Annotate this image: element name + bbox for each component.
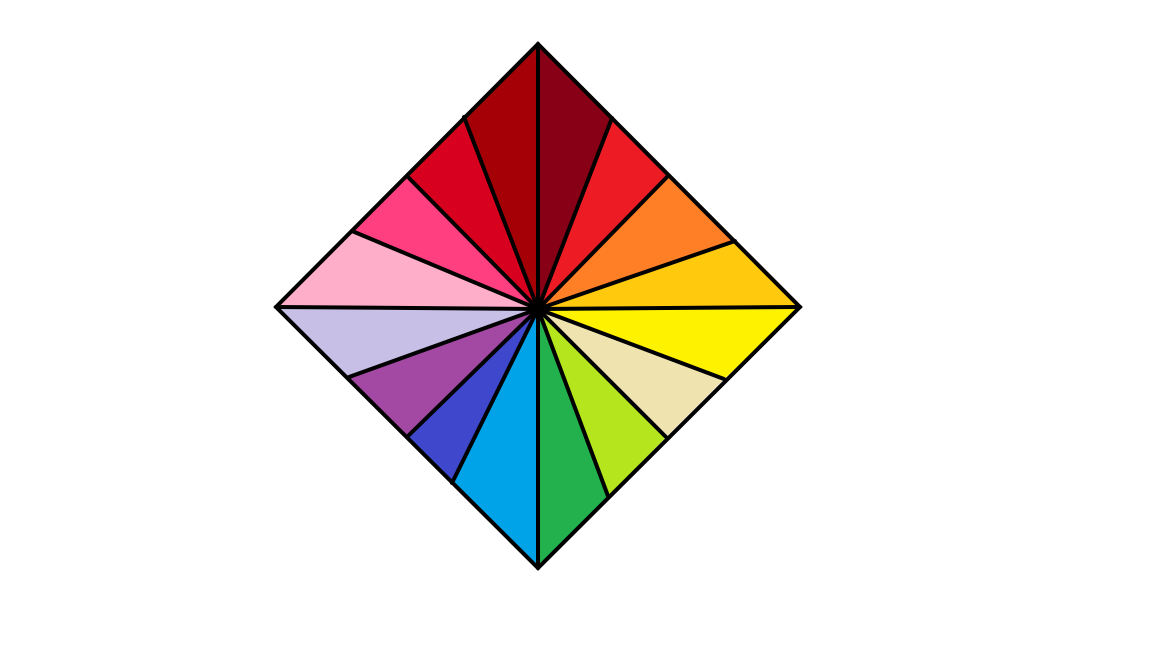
spoke-line	[536, 305, 802, 311]
spoke-line	[405, 307, 540, 439]
spoke-line	[536, 307, 610, 498]
diamond-outline	[273, 41, 803, 571]
spoke-line	[536, 307, 668, 439]
spoke-line	[350, 229, 540, 311]
segments-layer	[275, 43, 801, 569]
spokes-layer	[274, 42, 802, 570]
spoke-line	[274, 305, 540, 311]
spoke-line	[405, 174, 540, 311]
spoke-line	[536, 116, 614, 311]
spoke-line	[462, 115, 540, 311]
spoke-line	[450, 307, 540, 485]
spoke-line	[536, 174, 670, 311]
spoke-line	[347, 307, 540, 379]
spoke-line	[536, 307, 726, 381]
spoke-line	[536, 239, 737, 311]
